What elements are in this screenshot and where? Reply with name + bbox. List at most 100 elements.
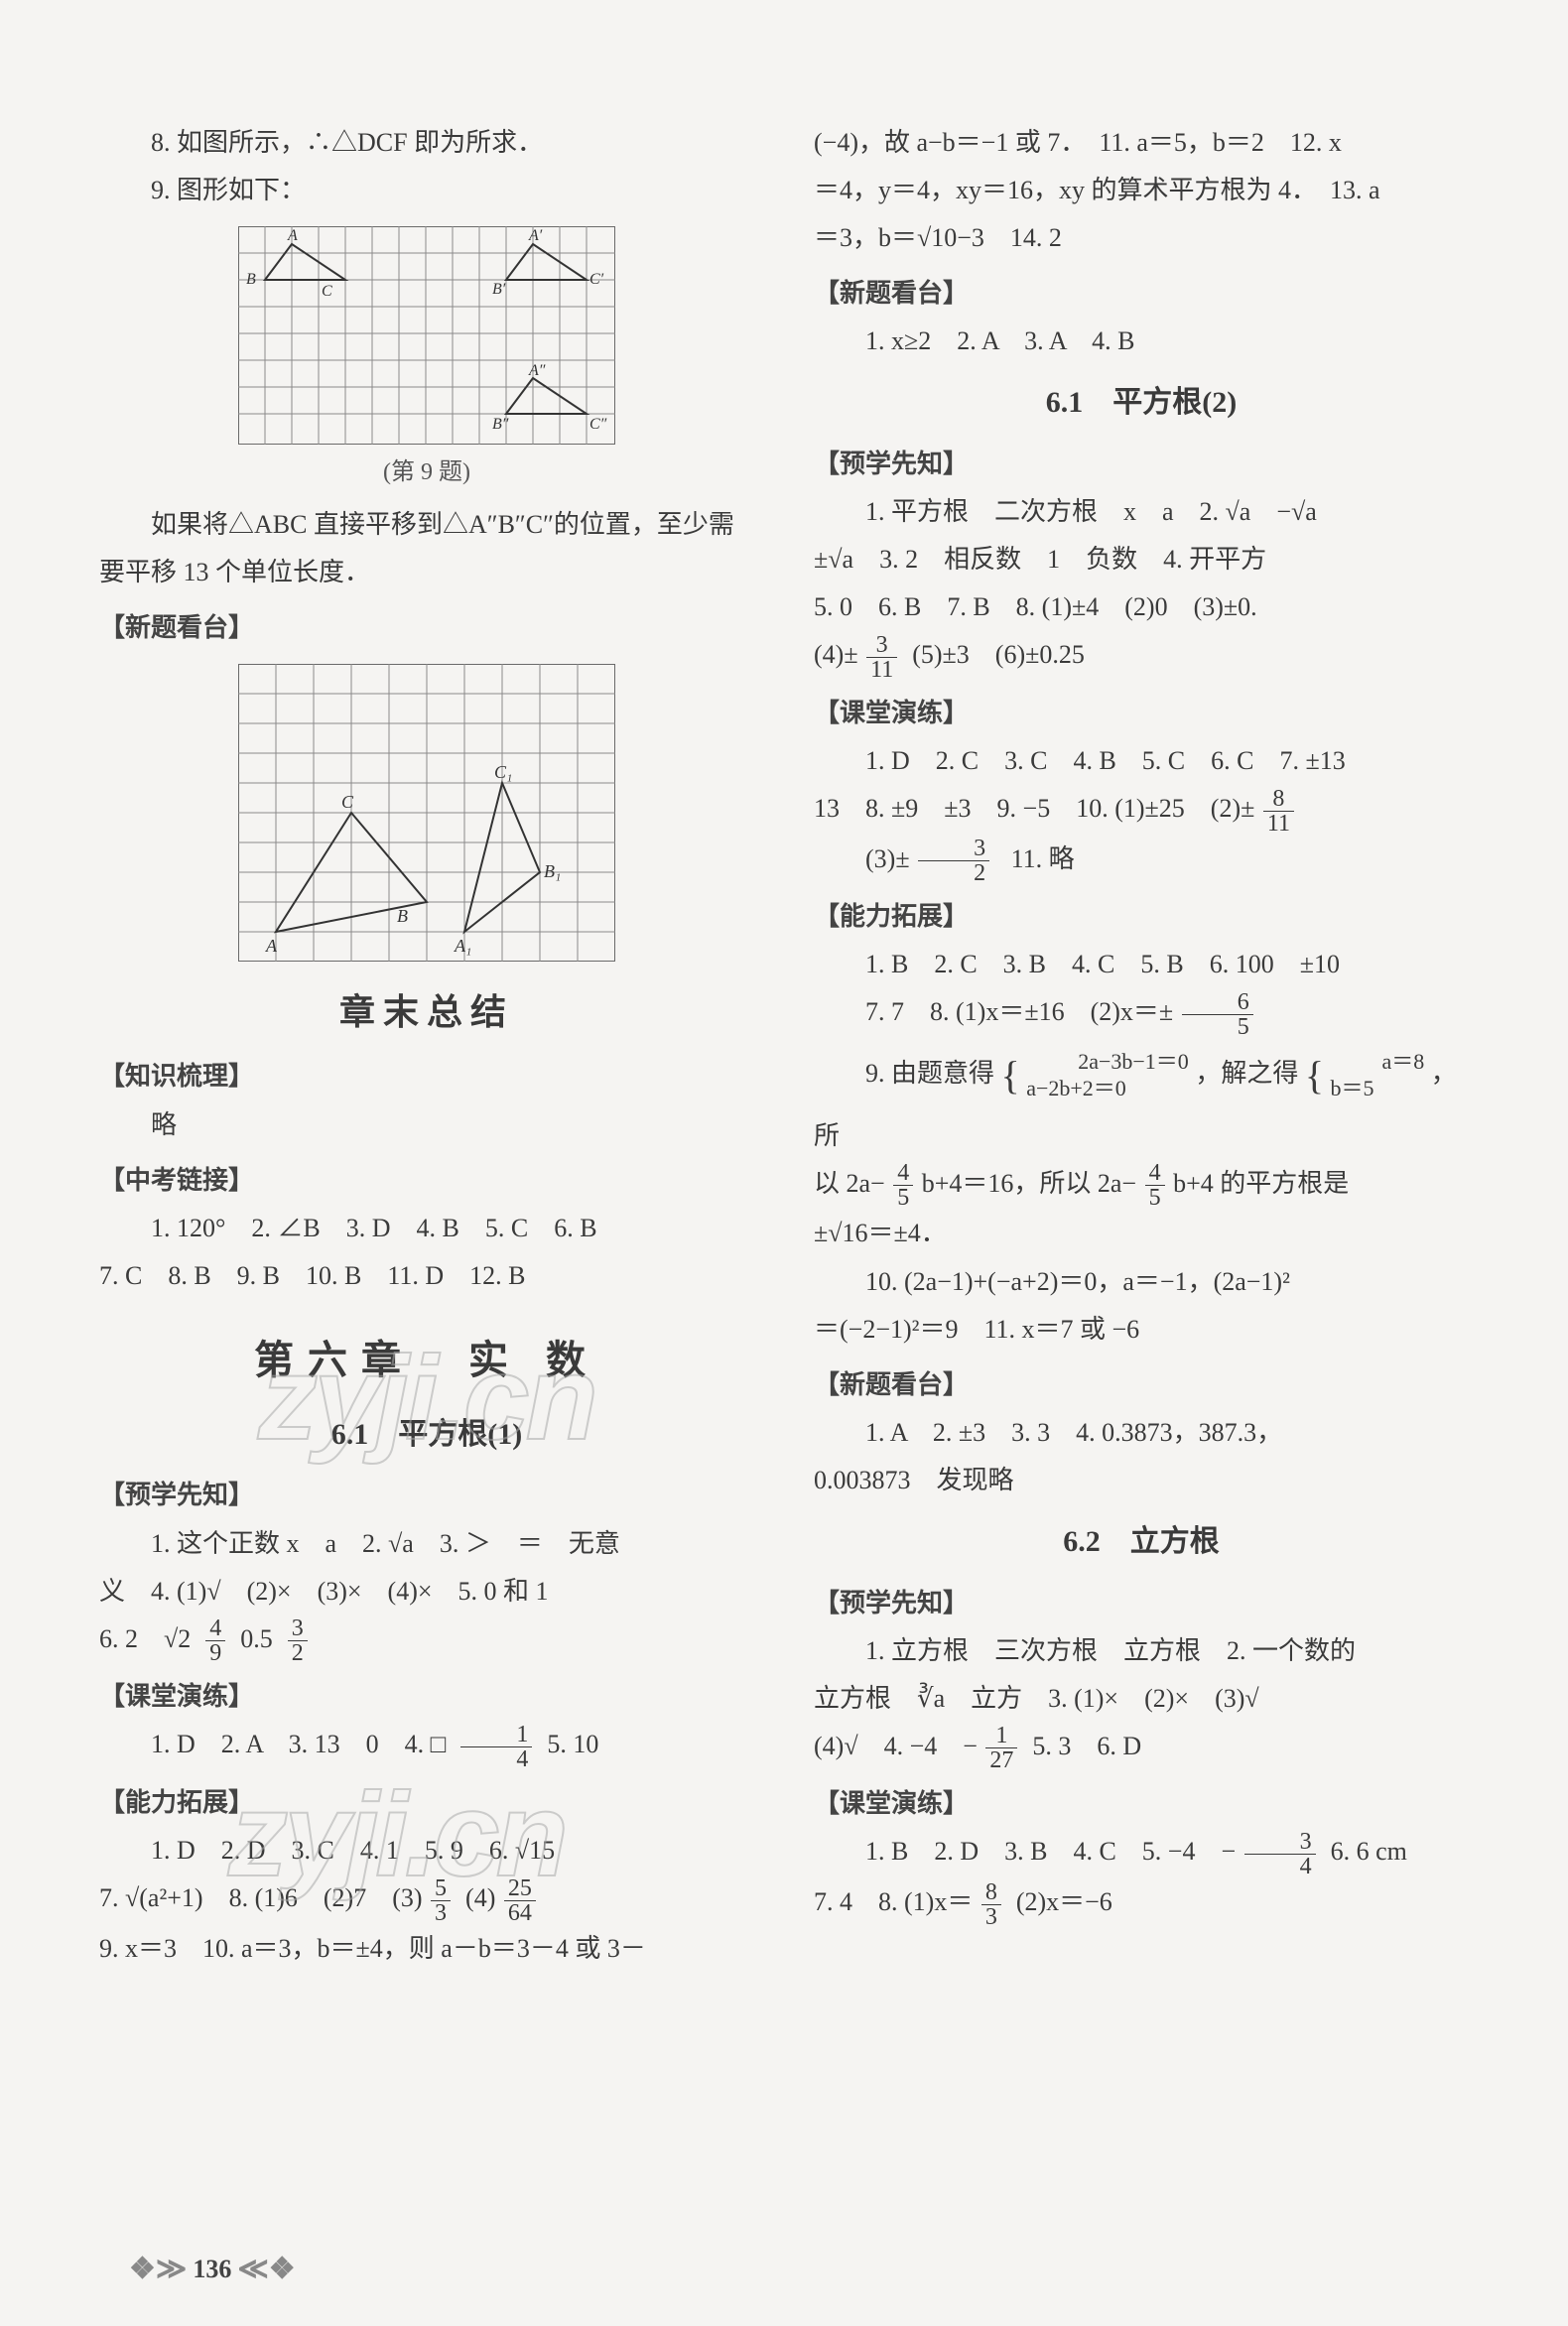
lbl-Ap: A′ [528,227,543,244]
nltz-r-l3b: 2a−3b−1＝0 [1078,1049,1189,1074]
left-column: 8. 如图所示，∴△DCF 即为所求． 9. 图形如下： [99,119,754,1973]
yxxz-r-l4a: (4)± [814,640,858,669]
nltz-r-l4a: 以 2a− [814,1169,885,1198]
ktyl-r-l2a: 13 8. ±9 ±3 9. −5 10. (1)±25 (2)± [814,794,1254,823]
nltz-r-l3d: ，解之得 [1195,1059,1298,1088]
xtkt-head-R: 【新题看台】 [814,270,1469,318]
q9-intro: 9. 图形如下： [99,167,754,214]
zklj-l1: 1. 120° 2. ∠B 3. D 4. B 5. C 6. B [99,1205,754,1252]
page-footer: ❖≫ 136 ≪❖ [129,2252,296,2286]
zklj-head: 【中考链接】 [99,1157,754,1205]
ktyl-l1a: 1. D 2. A 3. 13 0 4. □ [151,1730,446,1758]
nltz-l2a: 7. √(a²+1) 8. (1)6 (2)7 (3) [99,1883,423,1912]
lbl-A: A [287,227,298,244]
summary-title: 章末总结 [99,979,754,1046]
nltz-r-l1: 1. B 2. C 3. B 4. C 5. B 6. 100 ±10 [814,941,1469,988]
lbl2-C: C [341,792,354,812]
nltz-l1: 1. D 2. D 3. C 4. 1 5. 9 6. √15 [99,1827,754,1874]
nltz-r-l6: 10. (2a−1)+(−a+2)＝0，a＝−1，(2a−1)² [814,1258,1469,1306]
lbl-C: C [322,283,332,300]
yxxz-head-R: 【预学先知】 [814,441,1469,488]
yxxz-r-l1: 1. 平方根 二次方根 x a 2. √a −√a [814,488,1469,536]
figure-xtkt: A B C A₁ B₁ C₁ [238,664,615,962]
lbl2-B1: B₁ [544,861,561,881]
ktyl2-l1a: 1. B 2. D 3. B 4. C 5. −4 − [865,1837,1236,1866]
lbl2-A: A [265,936,278,956]
nltz-head-R: 【能力拓展】 [814,893,1469,941]
lbl-Bp: B′ [492,281,506,298]
lbl2-B: B [397,906,408,926]
zssl-body: 略 [99,1101,754,1149]
nltz-r-l3f: b＝5 [1331,1076,1374,1100]
ktyl2-l2: 7. 4 8. (1)x＝ 83 (2)x＝−6 [814,1878,1469,1929]
r-top3: ＝3，b＝√10−3 14. 2 [814,214,1469,262]
yxxz2-l3b: 5. 3 6. D [1032,1732,1141,1760]
yxxz-r-l4: (4)± 311 (5)±3 (6)±0.25 [814,631,1469,682]
nltz-l2: 7. √(a²+1) 8. (1)6 (2)7 (3) 53 (4) 2564 [99,1874,754,1925]
q9-after: 如果将△ABC 直接平移到△A″B″C″的位置，至少需要平移 13 个单位长度． [99,501,754,596]
yxxz-l3: 6. 2 √2 49 0.5 32 [99,1615,754,1666]
lbl2-A1: A₁ [454,936,471,956]
page-number: 136 [193,2255,231,2284]
zssl-head: 【知识梳理】 [99,1053,754,1100]
yxxz2-l1: 1. 立方根 三次方根 立方根 2. 一个数的 [814,1627,1469,1675]
sec62-title: 6.2 立方根 [814,1514,1469,1570]
ktyl-r-l3a: (3)± [865,844,910,873]
figure-q9: A B C A′ B′ C′ A″ B″ C″ [238,226,615,445]
fig9-caption: (第 9 题) [99,451,754,494]
yxxz-l2: 义 4. (1)√ (2)× (3)× (4)× 5. 0 和 1 [99,1568,754,1615]
ktyl2-head: 【课堂演练】 [814,1780,1469,1828]
orn-left-icon: ❖≫ [129,2252,187,2286]
ktyl-r-l2: 13 8. ±9 ±3 9. −5 10. (1)±25 (2)± 811 [814,785,1469,836]
ktyl2-l2a: 7. 4 8. (1)x＝ [814,1887,973,1916]
lbl-B: B [246,271,256,288]
xtkt2-l1: 1. A 2. ±3 3. 3 4. 0.3873，387.3， [814,1409,1469,1457]
zklj-l2: 7. C 8. B 9. B 10. B 11. D 12. B [99,1252,754,1300]
nltz-r-l4: 以 2a− 45 b+4＝16，所以 2a− 45 b+4 的平方根是 [814,1160,1469,1211]
nltz-r-l5: ±√16＝±4． [814,1210,1469,1257]
ktyl-r-l3: (3)± 32 11. 略 [814,836,1469,886]
xtkt2-l2: 0.003873 发现略 [814,1457,1469,1504]
ktyl-r-l3b: 11. 略 [1011,844,1075,873]
ktyl-head-L: 【课堂演练】 [99,1673,754,1721]
xtkt-head-L: 【新题看台】 [99,604,754,652]
nltz-r-l2a: 7. 7 8. (1)x＝±16 (2)x＝± [865,997,1173,1026]
nltz-r-l3e: a＝8 [1382,1049,1425,1074]
yxxz2-l2: 立方根 ∛a 立方 3. (1)× (2)× (3)√ [814,1675,1469,1723]
ktyl2-l1b: 6. 6 cm [1331,1837,1407,1866]
nltz-r-l2: 7. 7 8. (1)x＝±16 (2)x＝± 65 [814,988,1469,1039]
nltz-r-l3: 9. 由题意得 { 2a−3b−1＝0 a−2b+2＝0 ，解之得 { a＝8 … [814,1039,1469,1160]
nltz-r-l3a: 9. 由题意得 [865,1059,994,1088]
yxxz-r-l3: 5. 0 6. B 7. B 8. (1)±4 (2)0 (3)±0. [814,583,1469,631]
lbl-Cp: C′ [589,271,604,288]
nltz-r-l4b: b+4＝16，所以 2a− [922,1169,1136,1198]
ktyl-head-R: 【课堂演练】 [814,690,1469,737]
page-columns: 8. 如图所示，∴△DCF 即为所求． 9. 图形如下： [99,119,1469,1973]
nltz-r-l3c: a−2b+2＝0 [1026,1076,1126,1100]
ktyl-l1b: 5. 10 [547,1730,598,1758]
q8: 8. 如图所示，∴△DCF 即为所求． [99,119,754,167]
lbl-App: A″ [528,362,546,379]
nltz-l3: 9. x＝3 10. a＝3，b＝±4，则 a－b＝3－4 或 3－ [99,1925,754,1973]
yxxz-head-L: 【预学先知】 [99,1472,754,1519]
ktyl2-l1: 1. B 2. D 3. B 4. C 5. −4 − 34 6. 6 cm [814,1828,1469,1878]
lbl2-C1: C₁ [494,762,512,782]
lbl-Bpp: B″ [492,416,509,433]
yxxz-l3a: 6. 2 √2 [99,1624,191,1653]
r-top2: ＝4，y＝4，xy＝16，xy 的算术平方根为 4． 13. a [814,167,1469,214]
ktyl2-l2b: (2)x＝−6 [1016,1887,1112,1916]
xtkt-l1: 1. x≥2 2. A 3. A 4. B [814,318,1469,365]
sec61-2-title: 6.1 平方根(2) [814,375,1469,431]
xtkt2-head: 【新题看台】 [814,1361,1469,1409]
nltz-r-l4c: b+4 的平方根是 [1173,1169,1349,1198]
yxxz2-l3a: (4)√ 4. −4 − [814,1732,978,1760]
nltz-head-L: 【能力拓展】 [99,1779,754,1827]
yxxz-l3b: 0.5 [240,1624,273,1653]
chap6-title: 第六章 实 数 [99,1324,754,1397]
yxxz-r-l2: ±√a 3. 2 相反数 1 负数 4. 开平方 [814,536,1469,583]
ktyl-r-l1: 1. D 2. C 3. C 4. B 5. C 6. C 7. ±13 [814,737,1469,785]
ktyl-l1: 1. D 2. A 3. 13 0 4. □ 14 5. 10 [99,1721,754,1771]
yxxz2-head: 【预学先知】 [814,1580,1469,1627]
yxxz-l1: 1. 这个正数 x a 2. √a 3. ＞ ＝ 无意 [99,1520,754,1568]
yxxz2-l3: (4)√ 4. −4 − 127 5. 3 6. D [814,1723,1469,1773]
